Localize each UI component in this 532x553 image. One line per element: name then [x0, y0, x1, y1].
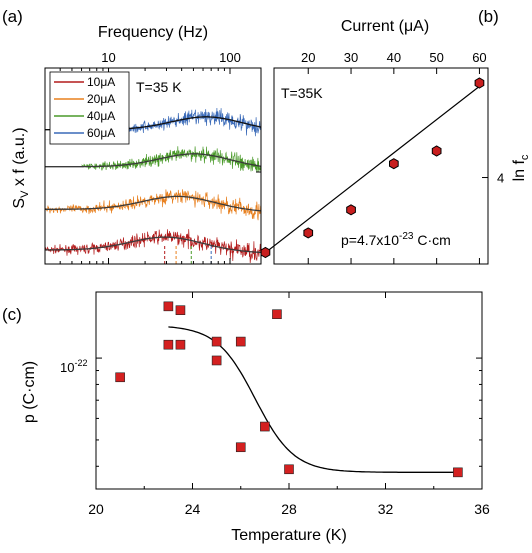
panel-c-point	[163, 301, 174, 312]
panel-c-point	[175, 305, 186, 316]
panel-b-fit-label-unit: C·cm	[413, 232, 450, 248]
panel-b: 20 30 40 50 60 Current (μA) 4 ln fc T=35…	[260, 18, 531, 265]
panel-c-point	[272, 309, 282, 320]
panel-b-point	[389, 158, 399, 170]
panel-b-xtick-labels: 20 30 40 50 60	[301, 50, 487, 65]
panel-b-xtick-label-30: 30	[344, 50, 358, 65]
legend-label-60ua: 60μA	[87, 126, 115, 140]
panel-c-xlabel: Temperature (K)	[231, 527, 347, 544]
panel-b-xtick-label-50: 50	[429, 50, 443, 65]
panel-c-ytick-base: 10	[60, 360, 74, 375]
panel-a-ticks	[44, 68, 261, 264]
panel-b-fit-label-exp: -23	[399, 231, 414, 242]
panel-c-point	[453, 467, 463, 478]
panel-b-ylabel-sub: c	[519, 154, 531, 160]
panel-a-annotation: T=35 K	[136, 79, 182, 95]
panel-c-xtick-label-36: 36	[474, 501, 490, 517]
spectrum-fit-1	[44, 236, 262, 254]
panel-c-fit-curve	[168, 326, 458, 473]
panel-b-fit-line	[260, 82, 485, 257]
panel-c-ytick-label: 10-22	[60, 358, 87, 375]
panel-label-b: (b)	[478, 7, 499, 26]
panel-c-point	[163, 339, 174, 350]
panel-a-legend: 10μA 20μA 40μA 60μA	[49, 71, 130, 145]
panel-a-ylabel: SV x f (a.u.)	[11, 127, 31, 208]
panel-c-frame	[95, 291, 483, 490]
panel-b-ylabel: ln fc	[511, 154, 531, 181]
spectrum-fit-2	[45, 195, 262, 212]
panel-b-xtick-label-20: 20	[301, 50, 315, 65]
panel-a-xtick-label-10: 10	[101, 50, 115, 65]
panel-c-points	[115, 301, 463, 478]
panel-b-xtick-label-60: 60	[472, 50, 486, 65]
panel-b-ytick-label-4: 4	[497, 171, 504, 186]
panel-c-ytick-exp: -22	[74, 358, 87, 368]
panel-c-point	[175, 339, 186, 350]
panel-c-xtick-label-20: 20	[88, 501, 104, 517]
panel-c-point	[115, 372, 125, 383]
spectrum-noise-3	[81, 146, 262, 173]
panel-c-xtick-label-28: 28	[281, 501, 297, 517]
legend-box	[49, 71, 130, 145]
legend-label-20ua: 20μA	[87, 92, 115, 106]
panel-b-ylabel-main: ln f	[511, 160, 528, 182]
spectrum-fit-3	[45, 153, 262, 168]
panel-label-a: (a)	[2, 7, 23, 26]
spectrum-noise-2	[44, 189, 262, 221]
panel-c-point	[211, 336, 222, 347]
panel-a-frame	[44, 67, 262, 265]
legend-label-10ua: 10μA	[87, 75, 115, 89]
panel-c-ticks	[95, 292, 483, 489]
panel-b-xlabel: Current (μA)	[341, 18, 429, 35]
panel-b-xtick-label-40: 40	[387, 50, 401, 65]
panel-c-point	[235, 442, 246, 453]
panel-a-ylabel-main: S	[11, 198, 28, 209]
panel-b-fit-label-main: p=4.7x10	[341, 232, 399, 248]
panel-c-point	[284, 464, 294, 475]
panel-c: 20 24 28 32 36 Temperature (K) 10-22 p (…	[21, 291, 490, 544]
panel-a-xtick-label-100: 100	[219, 50, 241, 65]
panel-a-ylabel-rest: x f (a.u.)	[11, 127, 28, 190]
panel-c-xtick-labels: 20 24 28 32 36	[88, 501, 490, 517]
panel-b-point	[260, 246, 271, 259]
panel-b-points	[260, 77, 485, 259]
legend-label-40ua: 40μA	[87, 109, 115, 123]
panel-a-ylabel-sub: V	[19, 190, 31, 198]
panel-b-fit-label: p=4.7x10-23 C·cm	[341, 231, 451, 248]
panel-c-point	[211, 355, 222, 366]
panel-b-point	[431, 145, 442, 157]
panel-c-ylabel: p (C·cm)	[21, 361, 38, 423]
panel-b-point	[474, 77, 485, 89]
panel-b-point	[303, 227, 314, 239]
panel-c-point	[260, 421, 270, 432]
panel-label-c: (c)	[2, 305, 22, 324]
panel-c-xtick-label-32: 32	[378, 501, 394, 517]
panel-a: Frequency (Hz) 10 100 SV x f (a.u.) T=35…	[11, 24, 262, 265]
panel-a-xlabel: Frequency (Hz)	[98, 24, 208, 41]
panel-b-point	[346, 204, 356, 216]
panel-b-ticks	[307, 68, 488, 264]
panel-b-frame	[273, 67, 489, 265]
spectrum-noise-1	[44, 229, 262, 264]
panel-b-annotation: T=35K	[281, 85, 323, 101]
panel-c-xtick-label-24: 24	[185, 501, 201, 517]
panel-c-point	[235, 336, 246, 347]
